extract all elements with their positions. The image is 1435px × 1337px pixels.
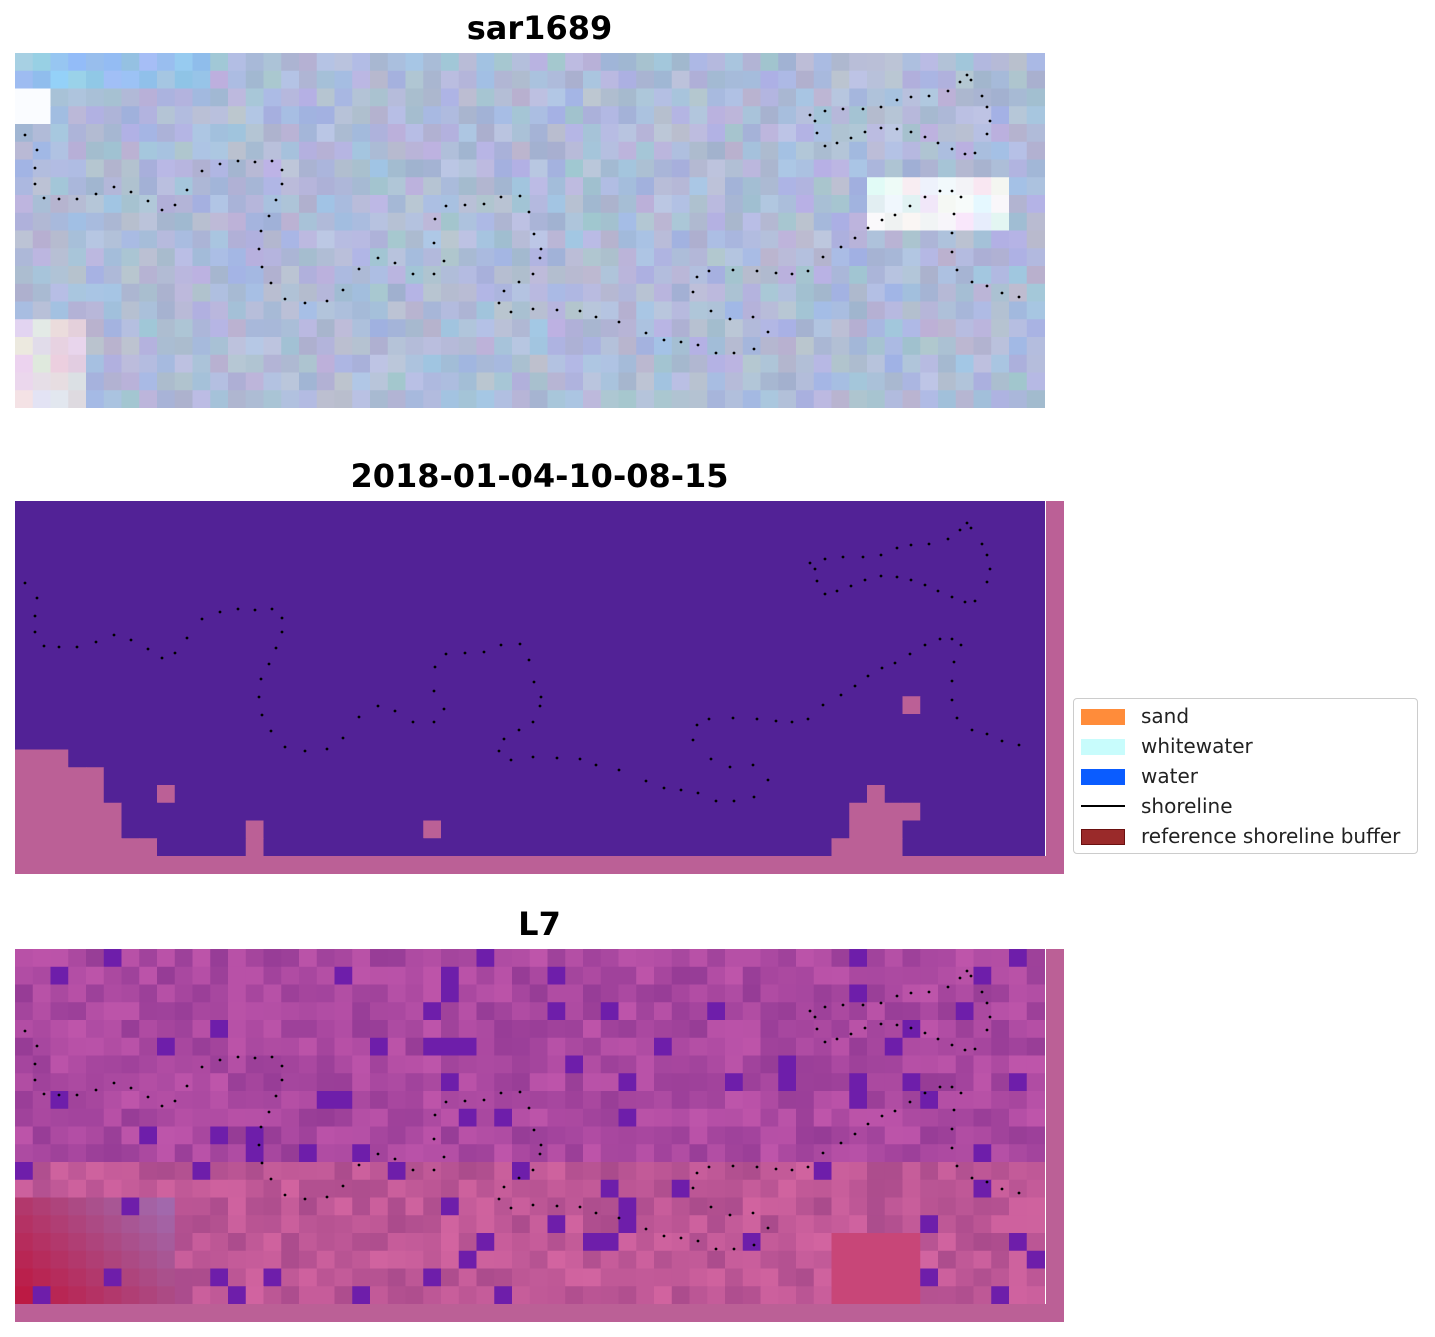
legend-label-sand: sand xyxy=(1141,704,1190,728)
buffer-strip xyxy=(1046,501,1064,874)
legend-item-whitewater: whitewater xyxy=(1081,731,1411,761)
panel-title-date: 2018-01-04-10-08-15 xyxy=(350,457,729,495)
panel-title-sar: sar1689 xyxy=(466,9,613,47)
buffer-strip xyxy=(15,1304,1064,1322)
legend: sand whitewater water shoreline referenc… xyxy=(1073,698,1418,854)
legend-item-water: water xyxy=(1081,761,1411,791)
legend-label-buffer: reference shoreline buffer xyxy=(1141,824,1401,848)
legend-item-buffer: reference shoreline buffer xyxy=(1081,821,1411,851)
legend-label-water: water xyxy=(1141,764,1198,788)
shoreline-dots xyxy=(23,521,1021,803)
buffer-strip xyxy=(15,856,1064,874)
classified-image-panel xyxy=(15,501,1064,874)
buffer-strip xyxy=(1046,949,1064,1322)
pixel-grid xyxy=(15,53,1045,408)
buffer-swatch xyxy=(1081,829,1125,845)
whitewater-swatch xyxy=(1081,739,1125,755)
pixel-grid xyxy=(15,501,1045,857)
shoreline-dots xyxy=(23,969,1021,1251)
water-swatch xyxy=(1081,769,1125,785)
legend-item-shoreline: shoreline xyxy=(1081,791,1411,821)
legend-item-sand: sand xyxy=(1081,701,1411,731)
index-image-panel xyxy=(15,949,1064,1322)
rgb-image-panel xyxy=(15,53,1045,408)
legend-label-whitewater: whitewater xyxy=(1141,734,1253,758)
pixel-grid xyxy=(15,949,1045,1305)
shoreline-dots xyxy=(23,73,1021,355)
shoreline-line-symbol xyxy=(1081,805,1125,807)
panel-title-l7: L7 xyxy=(518,905,561,943)
sand-swatch xyxy=(1081,709,1125,725)
legend-label-shoreline: shoreline xyxy=(1141,794,1233,818)
